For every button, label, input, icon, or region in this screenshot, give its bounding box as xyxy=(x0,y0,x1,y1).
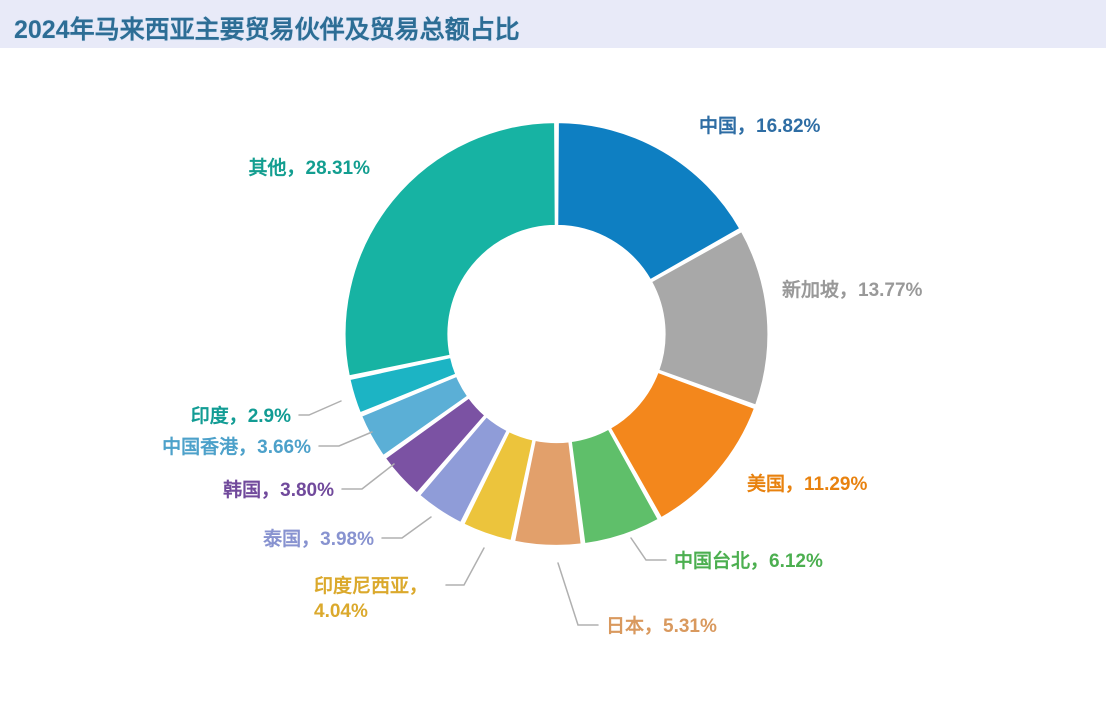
svg-text:印度尼西亚，: 印度尼西亚， xyxy=(314,574,428,597)
svg-text:泰国，3.98%: 泰国，3.98% xyxy=(262,527,374,550)
svg-text:其他，28.31%: 其他，28.31% xyxy=(249,156,371,179)
svg-text:韩国，3.80%: 韩国，3.80% xyxy=(223,478,334,501)
svg-text:美国，11.29%: 美国，11.29% xyxy=(747,472,867,495)
svg-text:印度，2.9%: 印度，2.9% xyxy=(191,404,291,427)
svg-text:日本，5.31%: 日本，5.31% xyxy=(606,614,717,637)
svg-text:中国台北，6.12%: 中国台北，6.12% xyxy=(674,549,823,572)
svg-text:4.04%: 4.04% xyxy=(314,601,368,622)
svg-text:新加坡，13.77%: 新加坡，13.77% xyxy=(782,278,923,301)
svg-text:中国，16.82%: 中国，16.82% xyxy=(699,114,821,137)
svg-text:中国香港，3.66%: 中国香港，3.66% xyxy=(162,435,311,458)
